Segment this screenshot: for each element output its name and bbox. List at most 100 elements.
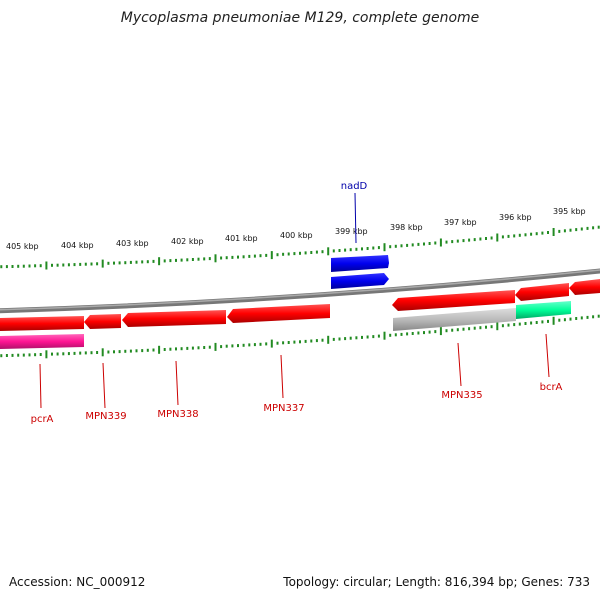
minor-tick: [96, 262, 99, 266]
leader-MPN338: [175, 360, 179, 406]
minor-tick: [400, 332, 403, 336]
gene-nadD-arrow-2[interactable]: [331, 273, 389, 289]
minor-tick: [558, 229, 561, 233]
gene-MPN338-arrow[interactable]: [122, 310, 226, 327]
minor-tick: [11, 353, 14, 357]
gene-MPN339-arrow[interactable]: [84, 314, 121, 329]
gene-label-MPN337[interactable]: MPN337: [263, 403, 304, 414]
minor-tick: [84, 262, 87, 266]
minor-tick: [389, 333, 392, 337]
gene-pcrA-forward[interactable]: [0, 316, 84, 331]
gene-bcrA-forward[interactable]: [515, 283, 569, 301]
minor-tick: [563, 229, 566, 233]
minor-tick: [39, 353, 42, 356]
gene-MPN335-arrow[interactable]: [392, 290, 515, 311]
minor-tick: [569, 228, 572, 232]
gene-pseudo-reverse[interactable]: [393, 308, 516, 331]
tick-label: 403 kbp: [116, 239, 149, 248]
gene-label-MPN338[interactable]: MPN338: [157, 409, 198, 420]
page-title: Mycoplasma pneumoniae M129, complete gen…: [120, 10, 480, 26]
minor-tick: [124, 261, 127, 265]
minor-tick: [287, 341, 290, 344]
minor-tick: [73, 263, 76, 267]
minor-tick: [62, 263, 65, 267]
gene-nadD-arrow[interactable]: [331, 255, 389, 272]
tick-label: 405 kbp: [6, 242, 39, 251]
gene-bcrA-reverse[interactable]: [516, 301, 571, 319]
major-tick: [383, 331, 386, 340]
minor-tick: [417, 242, 420, 246]
gene-label-pcrA[interactable]: pcrA: [31, 414, 54, 425]
minor-tick: [541, 320, 544, 324]
minor-tick: [107, 261, 110, 265]
minor-tick: [366, 335, 369, 339]
tick-label: 402 kbp: [171, 237, 204, 246]
gene-MPN337-arrow[interactable]: [227, 304, 330, 323]
gene-label-MPN335[interactable]: MPN335: [441, 390, 482, 401]
minor-tick: [355, 336, 358, 340]
minor-tick: [146, 348, 149, 352]
major-tick: [327, 335, 330, 344]
major-tick: [270, 339, 273, 348]
minor-tick: [535, 232, 538, 236]
tick-label: 400 kbp: [280, 231, 313, 240]
minor-tick: [310, 339, 313, 343]
minor-tick: [242, 343, 245, 347]
minor-tick: [237, 344, 239, 348]
leader-nadD: [354, 192, 357, 244]
gene-label-MPN339[interactable]: MPN339: [85, 411, 126, 422]
minor-tick: [276, 341, 279, 345]
minor-tick: [524, 233, 527, 237]
minor-tick: [580, 316, 583, 320]
minor-tick: [344, 337, 347, 341]
tick-label: 401 kbp: [225, 234, 258, 243]
tick-label: 398 kbp: [390, 223, 423, 232]
minor-tick: [535, 321, 538, 324]
minor-tick: [163, 259, 166, 263]
minor-tick: [180, 347, 183, 351]
minor-tick: [220, 345, 223, 349]
gene-label-nadD[interactable]: nadD: [341, 181, 368, 192]
minor-tick: [191, 258, 194, 261]
minor-tick: [372, 246, 375, 250]
tick-label: 396 kbp: [499, 213, 532, 222]
minor-tick: [163, 348, 166, 351]
minor-tick: [485, 325, 487, 329]
minor-tick: [90, 262, 93, 266]
minor-tick: [394, 333, 397, 337]
major-tick: [101, 348, 104, 357]
minor-tick: [530, 232, 533, 236]
tick-label: 404 kbp: [61, 241, 94, 250]
minor-tick: [237, 255, 239, 259]
inner-tick-track: [0, 314, 600, 359]
gene-label-bcrA[interactable]: bcrA: [540, 382, 563, 393]
leader-bcrA: [545, 333, 550, 378]
minor-tick: [394, 244, 397, 248]
minor-tick: [569, 317, 572, 321]
minor-tick: [79, 262, 82, 266]
minor-tick: [22, 353, 25, 357]
gene-next-forward[interactable]: [569, 279, 600, 295]
minor-tick: [507, 323, 510, 327]
minor-tick: [377, 334, 380, 338]
minor-tick: [299, 251, 301, 255]
major-tick: [270, 251, 273, 260]
minor-tick: [462, 327, 465, 331]
minor-tick: [485, 237, 487, 240]
major-tick: [439, 327, 442, 336]
major-tick: [45, 350, 48, 359]
minor-tick: [259, 254, 262, 258]
tick-labels: 405 kbp 404 kbp 403 kbp 402 kbp 401 kbp …: [6, 207, 586, 251]
minor-tick: [253, 254, 256, 258]
minor-tick: [34, 264, 37, 268]
minor-tick: [468, 327, 471, 331]
minor-tick: [17, 264, 20, 268]
minor-tick: [225, 344, 228, 348]
gene-pcrA-reverse[interactable]: [0, 334, 84, 349]
major-tick: [45, 261, 48, 270]
minor-tick: [231, 255, 234, 259]
minor-tick: [22, 264, 25, 268]
minor-tick: [563, 318, 566, 322]
minor-tick: [169, 347, 172, 351]
minor-tick: [113, 261, 115, 265]
